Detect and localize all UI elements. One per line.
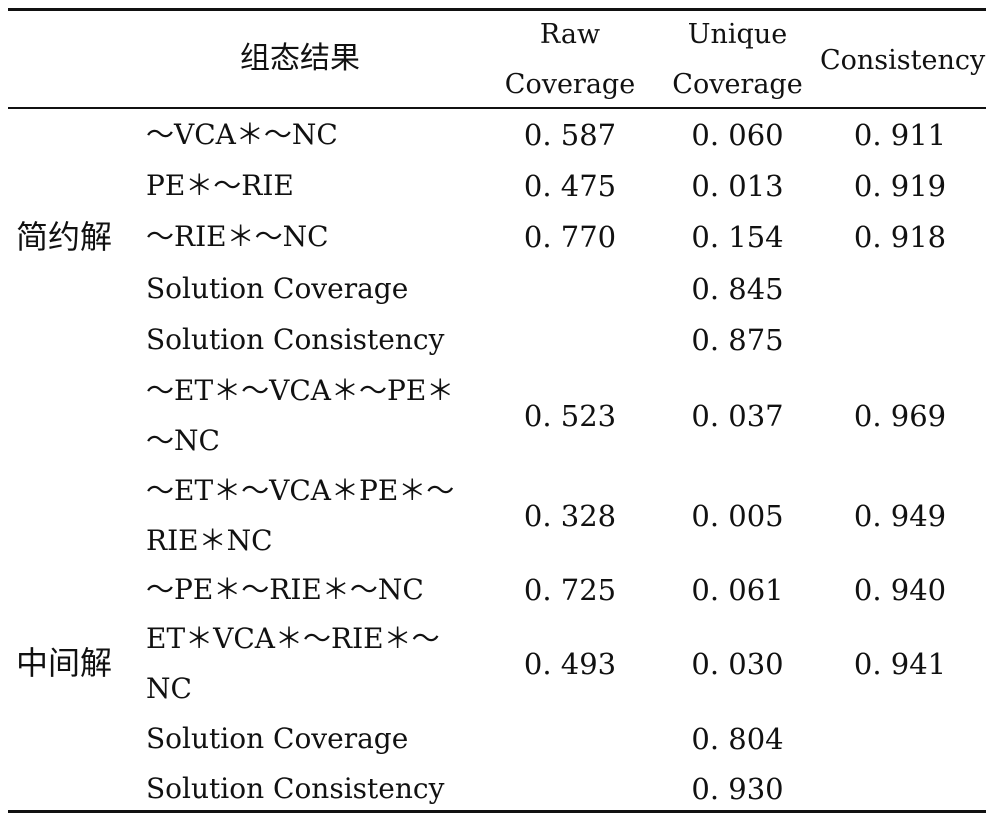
row-config: Solution Coverage [146,272,409,305]
row-config: ～RIE＊～NC [146,220,329,253]
table-header-rule [8,107,986,109]
row-config: PE＊～RIE [146,169,294,202]
row-consistency: 0. 969 [853,399,947,433]
row-unique: 0. 804 [691,722,784,756]
row-config-line2: RIE＊NC [146,524,273,557]
header-consistency: Consistency [820,45,986,76]
row-config: Solution Coverage [146,722,409,755]
header-raw-line2: Coverage [504,69,636,100]
row-raw: 0. 587 [523,118,617,152]
row-unique: 0. 154 [691,220,784,254]
row-config-line1: ET＊VCA＊～RIE＊～ [146,622,440,655]
row-unique: 0. 930 [691,772,784,806]
row-config-line1: ～ET＊～VCA＊～PE＊ [146,374,455,407]
row-consistency: 0. 940 [853,573,947,607]
row-raw: 0. 770 [523,220,617,254]
group-intermediate: 中间解 [16,644,113,682]
row-config: Solution Consistency [146,772,445,805]
row-unique: 0. 037 [691,399,784,433]
row-raw: 0. 493 [523,647,617,681]
row-unique: 0. 005 [691,499,784,533]
header-unique-line1: Unique [687,19,788,50]
row-unique: 0. 013 [691,169,784,203]
table-bottom-rule [8,810,986,813]
row-consistency: 0. 911 [853,118,947,152]
row-unique: 0. 061 [691,573,784,607]
row-unique: 0. 030 [691,647,784,681]
row-consistency: 0. 919 [853,169,947,203]
row-config: ～VCA＊～NC [146,118,338,151]
header-unique-line2: Coverage [672,69,803,100]
header-config: 组态结果 [240,41,360,76]
row-config: ～PE＊～RIE＊～NC [146,573,424,606]
row-raw: 0. 475 [523,169,617,203]
row-raw: 0. 725 [523,573,617,607]
row-unique: 0. 875 [691,323,784,357]
row-unique: 0. 060 [691,118,784,152]
row-config-line2: NC [146,672,192,705]
row-raw: 0. 328 [523,499,617,533]
group-parsimonious: 简约解 [16,218,113,256]
row-config-line2: ～NC [146,424,220,457]
row-consistency: 0. 949 [853,499,947,533]
row-consistency: 0. 941 [853,647,947,681]
row-config-line1: ～ET＊～VCA＊PE＊～ [146,474,455,507]
row-raw: 0. 523 [523,399,617,433]
header-raw-line1: Raw [539,19,601,50]
table-top-rule [8,8,986,11]
row-consistency: 0. 918 [853,220,947,254]
row-unique: 0. 845 [691,272,784,306]
row-config: Solution Consistency [146,323,445,356]
